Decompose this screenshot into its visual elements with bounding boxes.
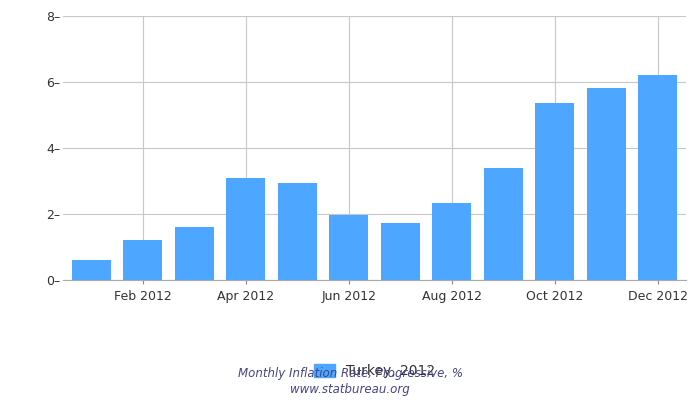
Bar [381, 222, 419, 280]
Bar [638, 75, 677, 280]
Bar [175, 227, 214, 280]
Bar [72, 260, 111, 280]
Bar [278, 183, 316, 280]
Bar [433, 204, 471, 280]
Bar [484, 168, 522, 280]
Text: www.statbureau.org: www.statbureau.org [290, 384, 410, 396]
Text: Monthly Inflation Rate, Progressive, %: Monthly Inflation Rate, Progressive, % [237, 368, 463, 380]
Bar [227, 178, 265, 280]
Bar [536, 103, 574, 280]
Bar [587, 88, 626, 280]
Bar [330, 215, 368, 280]
Bar [123, 240, 162, 280]
Legend: Turkey, 2012: Turkey, 2012 [309, 359, 440, 384]
